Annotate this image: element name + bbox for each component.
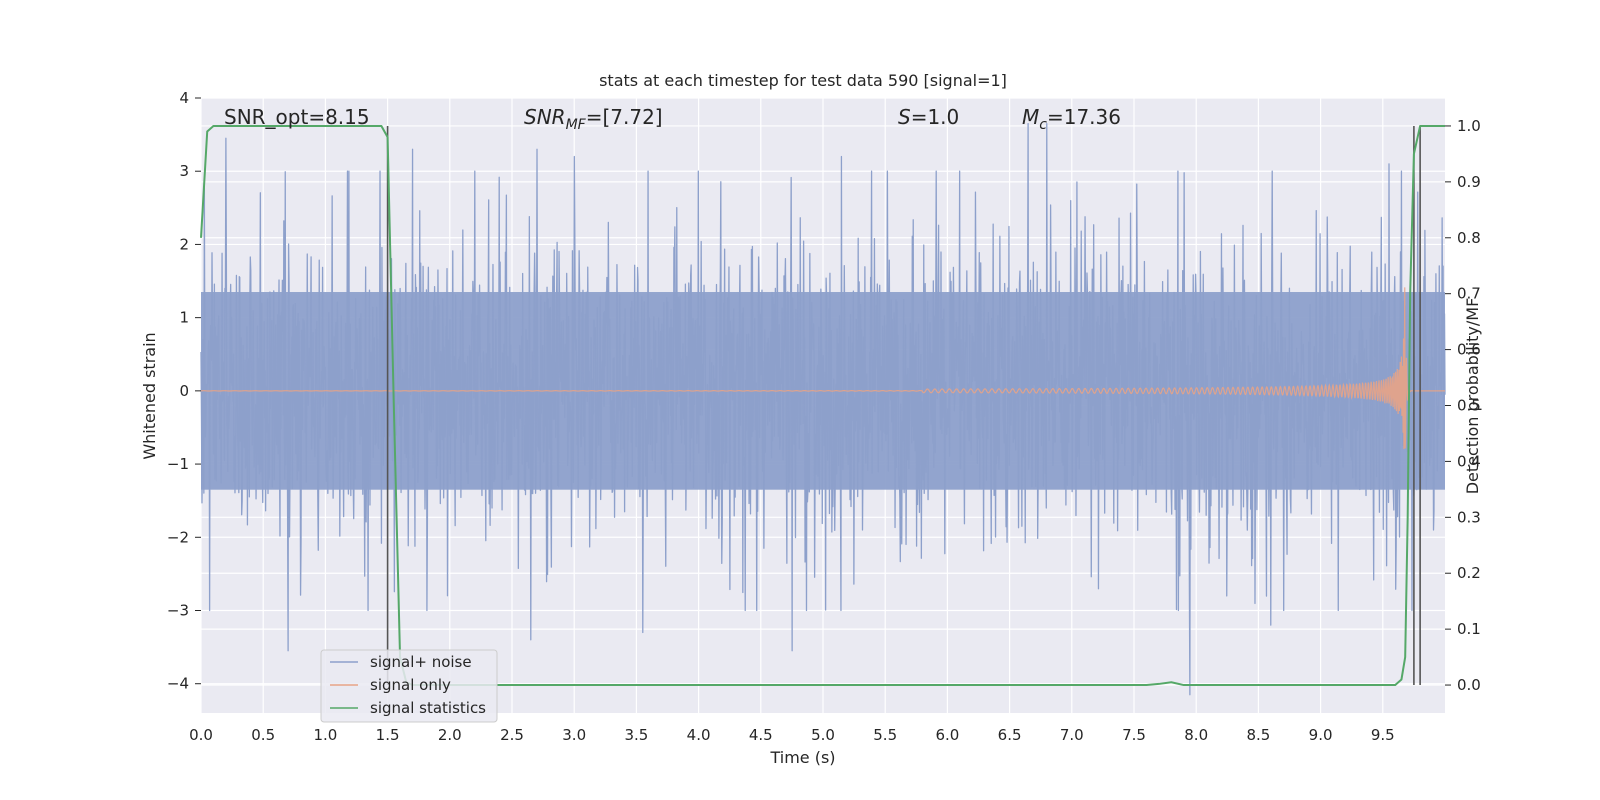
- x-tick-label: 8.0: [1184, 726, 1208, 744]
- x-tick-label: 5.5: [873, 726, 897, 744]
- x-tick-label: 6.0: [935, 726, 959, 744]
- annotation-snr-mf-value: =[7.72]: [586, 105, 663, 129]
- y-right-tick-label: 0.7: [1457, 285, 1481, 303]
- annotation-snr-opt: SNR_opt=8.15: [224, 105, 370, 129]
- vertical-markers: [386, 125, 1421, 686]
- chart-title: stats at each timestep for test data 590…: [599, 71, 1007, 90]
- series-signal-only: [200, 287, 1445, 450]
- y-axis-label: Whitened strain: [140, 332, 159, 459]
- y-axis-ticks: 4 3 2 1 0 −1 −2 −3 −4: [167, 89, 201, 693]
- annotation-s: S=1.0: [898, 105, 959, 129]
- x-tick-label: 1.5: [376, 726, 400, 744]
- annotation-s-symbol: S: [898, 105, 911, 129]
- y-tick-label: 4: [179, 89, 189, 107]
- y-right-tick-label: 0.4: [1457, 452, 1481, 470]
- series-signal-statistics: [200, 124, 1445, 687]
- y-right-tick-label: 1.0: [1457, 117, 1481, 135]
- y-tick-label: −1: [167, 455, 189, 473]
- stats-line: [200, 124, 1445, 687]
- y-tick-label: 1: [179, 309, 189, 327]
- y-right-tick-label: 0.6: [1457, 341, 1481, 359]
- x-tick-label: 0.0: [189, 726, 213, 744]
- y-tick-label: 3: [179, 162, 189, 180]
- x-tick-label: 8.5: [1246, 726, 1270, 744]
- x-axis-ticks: 0.0 0.5 1.0 1.5 2.0 2.5 3.0 3.5 4.0 4.5 5.0 5.5 6.0 6…: [189, 726, 1395, 744]
- x-tick-label: 7.0: [1060, 726, 1084, 744]
- x-tick-label: 3.5: [624, 726, 648, 744]
- y-tick-label: 0: [179, 382, 189, 400]
- x-tick-label: 7.5: [1122, 726, 1146, 744]
- annotation-mc: Mc=17.36: [1022, 105, 1121, 133]
- y-right-tick-label: 0.2: [1457, 564, 1481, 582]
- x-tick-label: 9.5: [1371, 726, 1395, 744]
- x-tick-label: 4.0: [687, 726, 711, 744]
- x-tick-label: 6.5: [998, 726, 1022, 744]
- legend-entry-signal-noise: signal+ noise: [370, 653, 472, 671]
- y-axis-right-ticks: 1.0 0.9 0.8 0.7 0.6 0.5 0.4 0.3 0.2 0.1 0.0: [1445, 117, 1481, 694]
- x-axis-label: Time (s): [769, 748, 835, 767]
- annotation-mc-subscript: c: [1039, 117, 1047, 133]
- y-right-tick-label: 0.3: [1457, 508, 1481, 526]
- legend-entry-signal-statistics: signal statistics: [370, 699, 486, 717]
- x-tick-label: 3.0: [562, 726, 586, 744]
- y-right-tick-label: 0.1: [1457, 620, 1481, 638]
- signal-line: [200, 287, 1445, 450]
- x-tick-label: 0.5: [251, 726, 275, 744]
- x-tick-label: 1.0: [313, 726, 337, 744]
- x-tick-label: 9.0: [1309, 726, 1333, 744]
- x-tick-label: 5.0: [811, 726, 835, 744]
- annotation-s-value: =1.0: [911, 105, 960, 129]
- legend-entry-signal-only: signal only: [370, 676, 451, 694]
- noise-line: [200, 122, 1446, 696]
- annotation-snr-mf: SNRMF=[7.72]: [524, 105, 663, 133]
- x-tick-label: 2.5: [500, 726, 524, 744]
- y-axis-right-label: Detection probability/MF: [1463, 298, 1482, 495]
- x-tick-label: 4.5: [749, 726, 773, 744]
- y-tick-label: −3: [167, 602, 189, 620]
- annotation-snr-mf-symbol: SNR: [524, 105, 566, 129]
- y-right-tick-label: 0.9: [1457, 173, 1481, 191]
- annotation-mc-symbol: M: [1022, 105, 1039, 129]
- annotation-snr-mf-subscript: MF: [566, 117, 587, 133]
- legend: signal+ noise signal only signal statist…: [320, 649, 498, 723]
- y-right-tick-label: 0.8: [1457, 229, 1481, 247]
- y-tick-label: 2: [179, 235, 189, 253]
- y-right-tick-label: 0.0: [1457, 676, 1481, 694]
- y-tick-label: −4: [167, 675, 189, 693]
- legend-box: [320, 649, 498, 723]
- y-right-tick-label: 0.5: [1457, 397, 1481, 415]
- annotation-mc-value: =17.36: [1047, 105, 1121, 129]
- y-tick-label: −2: [167, 528, 189, 546]
- x-tick-label: 2.0: [438, 726, 462, 744]
